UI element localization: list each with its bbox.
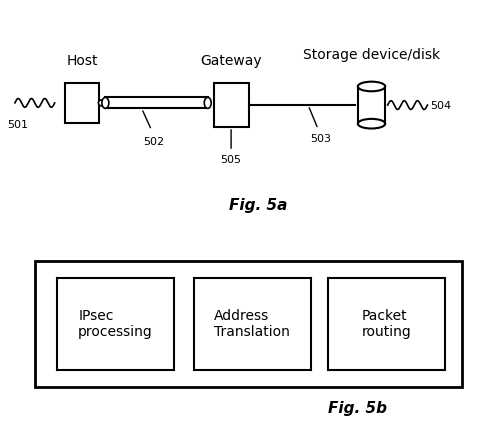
Text: Packet
routing: Packet routing xyxy=(361,309,412,339)
Text: IPsec
processing: IPsec processing xyxy=(78,309,153,339)
Text: Host: Host xyxy=(66,54,98,68)
FancyBboxPatch shape xyxy=(194,278,311,370)
Text: 504: 504 xyxy=(430,101,451,111)
Text: Address
Translation: Address Translation xyxy=(214,309,290,339)
Ellipse shape xyxy=(204,97,211,108)
Ellipse shape xyxy=(102,97,109,108)
Text: 503: 503 xyxy=(310,133,331,144)
FancyBboxPatch shape xyxy=(35,261,462,387)
Text: Fig. 5b: Fig. 5b xyxy=(329,401,387,416)
Text: 501: 501 xyxy=(7,120,28,130)
FancyBboxPatch shape xyxy=(328,278,445,370)
Text: 505: 505 xyxy=(221,155,242,165)
FancyBboxPatch shape xyxy=(358,86,385,124)
FancyBboxPatch shape xyxy=(214,83,248,127)
Ellipse shape xyxy=(358,119,385,128)
Circle shape xyxy=(98,100,105,106)
FancyBboxPatch shape xyxy=(57,278,174,370)
Text: 502: 502 xyxy=(144,137,165,147)
Text: Gateway: Gateway xyxy=(200,54,262,68)
Text: Fig. 5a: Fig. 5a xyxy=(229,198,288,213)
Text: Storage device/disk: Storage device/disk xyxy=(303,48,440,62)
FancyBboxPatch shape xyxy=(65,83,99,123)
Ellipse shape xyxy=(358,82,385,91)
